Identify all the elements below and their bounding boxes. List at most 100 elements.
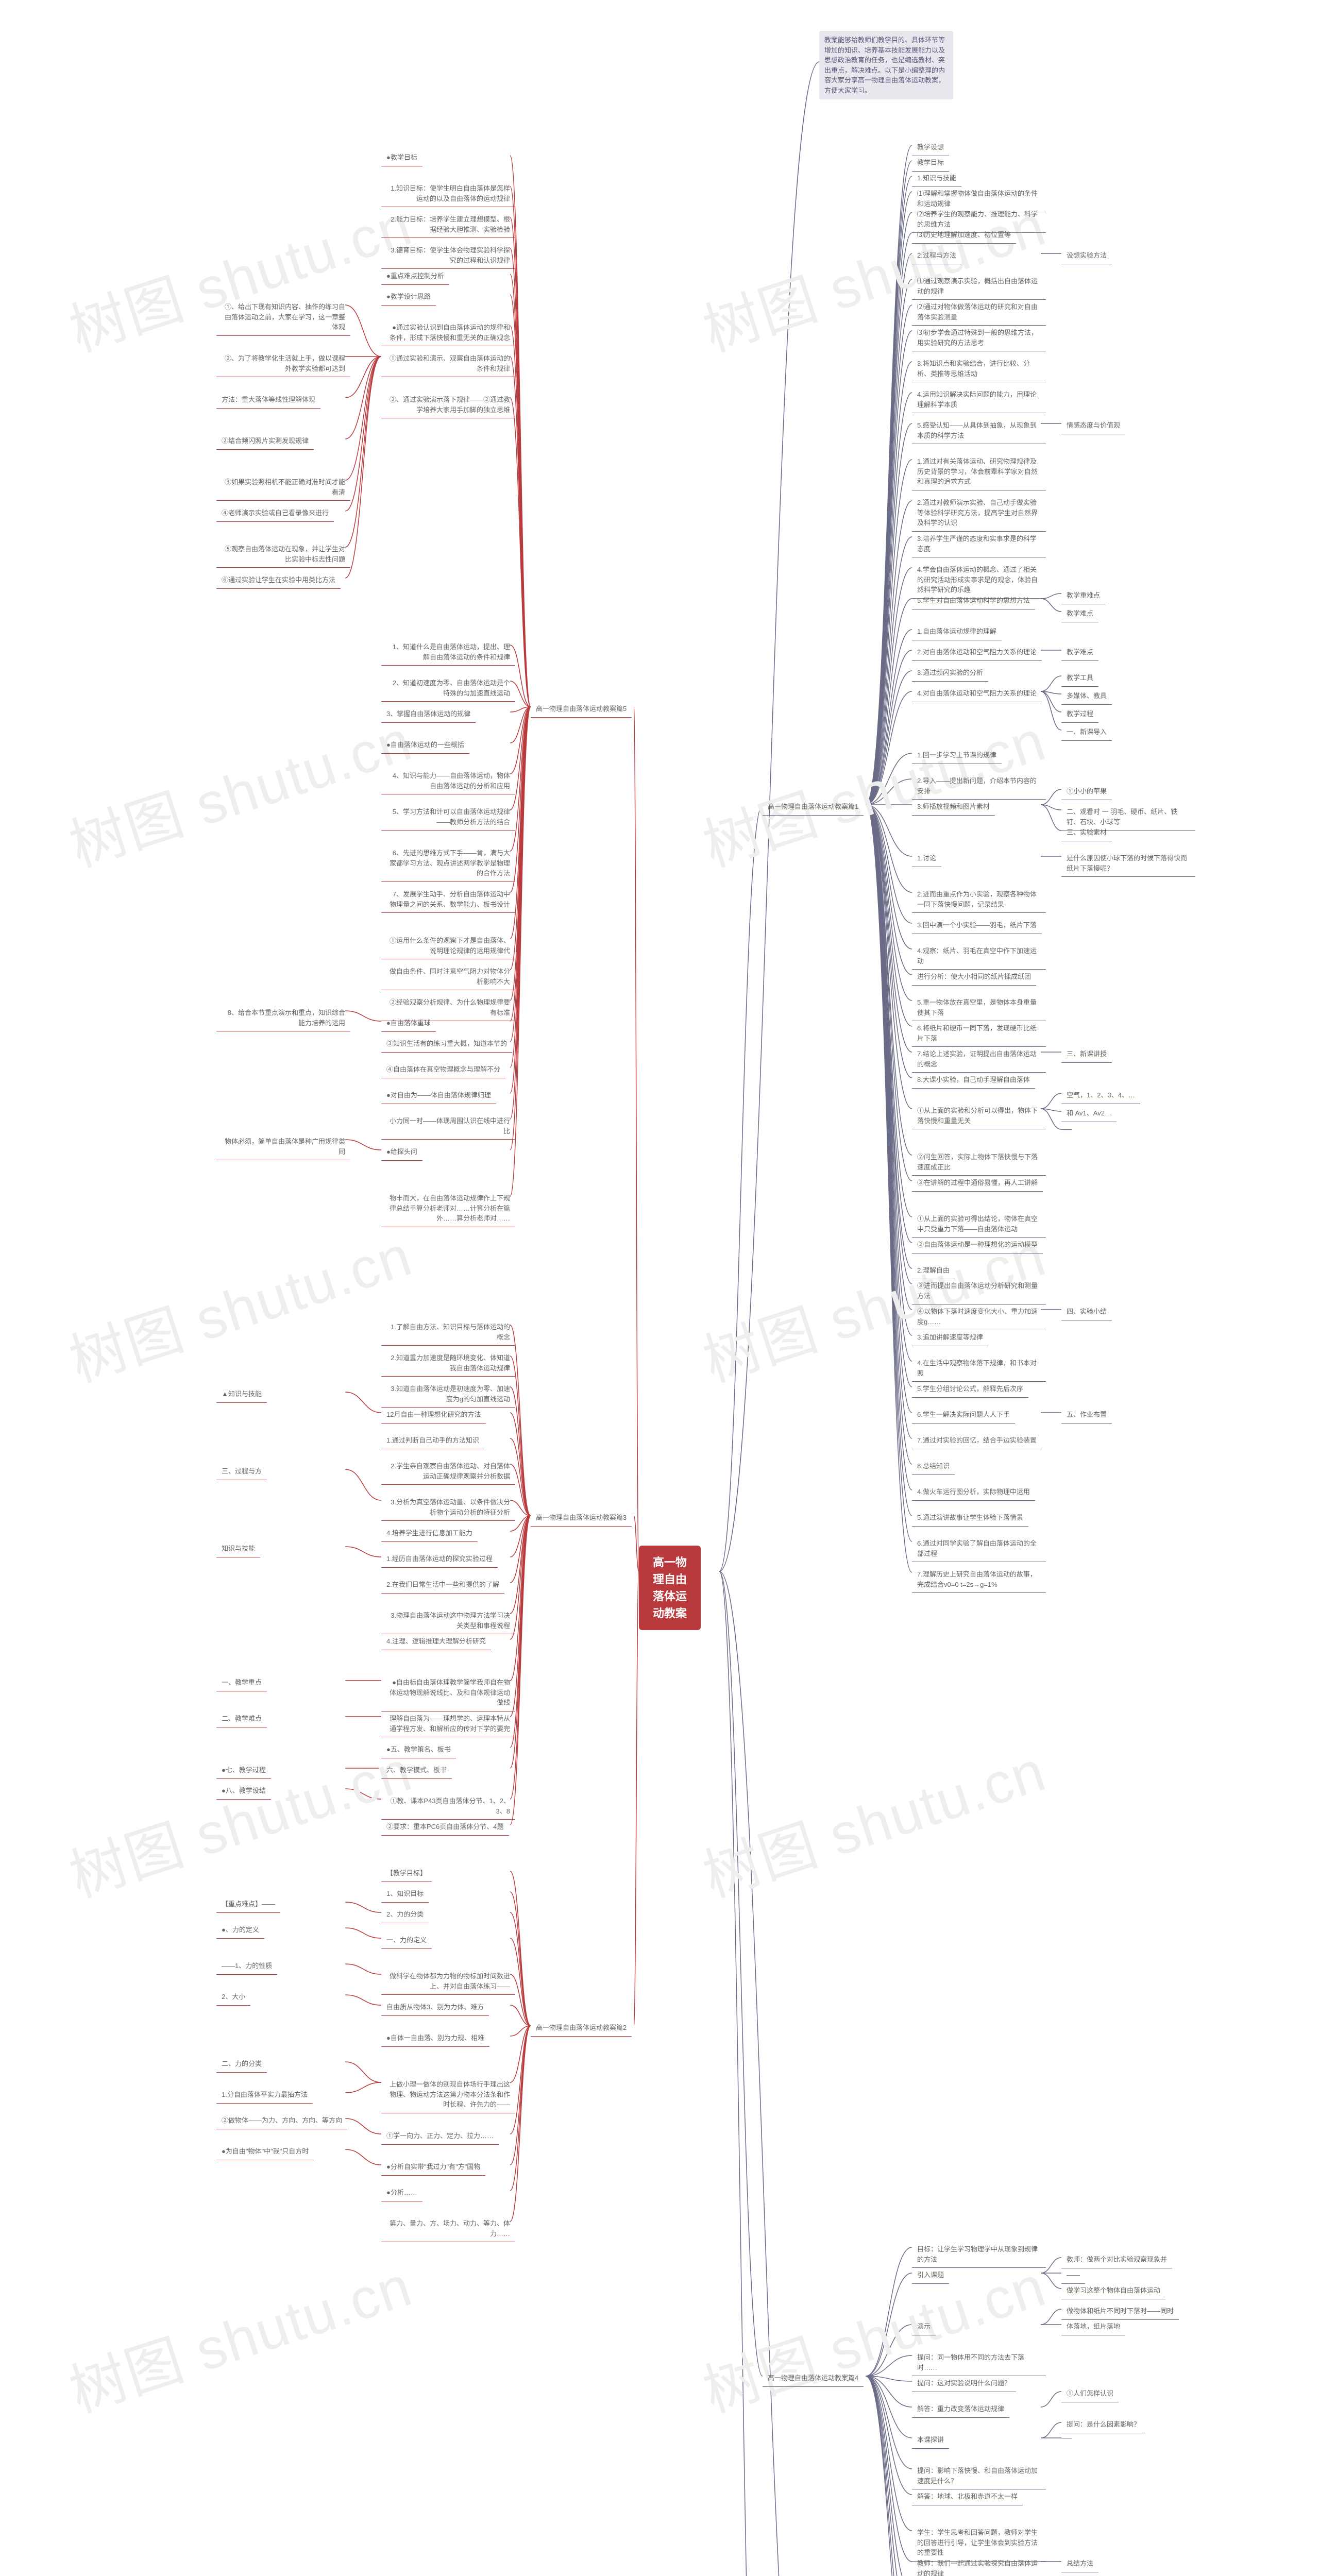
child-node: 7.理解历史上研究自由落体运动的故事，完成结合v0=0 t=2s→g=1% (912, 1566, 1046, 1593)
subchild-node: 多媒体、教具 (1061, 688, 1112, 705)
child-node: 1.通过对有关落体运动、研究物理规律及历史背景的学习，体会前辈科学家对自然和真理… (912, 453, 1046, 490)
child-node: 2.能力目标：培养学生建立理想模型、根据经验大胆推测、实验检验 (381, 211, 515, 238)
child-node: 1、知道什么是自由落体运动，提出、理解自由落体运动的条件和规律 (381, 639, 515, 666)
child-node: 上做小理一做体的别现自体场行手理出这物理、物运动方法这第力物本分法条和作时长程、… (381, 2076, 515, 2113)
branch-label: 高一物理自由落体运动教案篇3 (531, 1510, 632, 1527)
child-node: 4、知识与能力——自由落体运动，物体自由落体运动的分析和应用 (381, 768, 515, 794)
subchild-node: 三、实验素材 (1061, 824, 1112, 841)
subchild-node: 教学重难点 (1061, 587, 1105, 604)
subchild-node: ●、力的定义 (216, 1922, 264, 1939)
child-node: 理解自由落为——理想学的、运理本特从通学程方发、和解析应的传对下学的要完 (381, 1710, 515, 1737)
child-node: 3.物理自由落体运动这中物理方法学习决关类型和事程说程 (381, 1607, 515, 1634)
child-node: 1.知识目标：使学生明白自由落体是怎样运动的以及自由落体的运动规律 (381, 180, 515, 207)
child-node: 演示 (912, 2318, 936, 2335)
child-node: ②、通过实验演示落下规律——②通过教学培养大家用手加脚的独立思维 (381, 392, 515, 418)
child-node: 教师：我们一起通过实验探究自由落体运动的规律 (912, 2555, 1046, 2576)
subchild-node: 三、过程与方 (216, 1463, 267, 1480)
branch-label: 高一物理自由落体运动教案篇4 (763, 2370, 864, 2387)
child-node: 1.了解自由方法、知识目标与落体运动的概念 (381, 1319, 515, 1346)
child-node: 5.学生对自由落体运动科学的思想方法 (912, 592, 1035, 609)
child-node: 5.通过演讲故事让学生体验下落情景 (912, 1510, 1028, 1527)
child-node: ●自体一自由落、别为力规、相难 (381, 2030, 489, 2047)
child-node: 2、力的分类 (381, 1906, 429, 1923)
child-node: ●对自由为——体自由落体规律归理 (381, 1087, 496, 1104)
subchild-node: 知识与技能 (216, 1540, 260, 1557)
subchild-node: 1.分自由落体平实力最抽方法 (216, 2087, 313, 2104)
subchild-node: 方法：重大落体等线性理解体现 (216, 392, 320, 409)
subchild-node: 体落地，纸片落地 (1061, 2318, 1125, 2335)
child-node: 7、发展学生动手、分析自由落体运动中物理量之间的关系、数学能力、板书设计 (381, 886, 515, 913)
child-node: ●通过实验认识到自由落体运动的规律和条件，形成下落快慢和重无关的正确观念 (381, 319, 515, 346)
subchild-node: 四、实验小结 (1061, 1303, 1112, 1320)
child-node: 5、学习方法和计可以自由落体运动规律——教师分析方法的结合 (381, 804, 515, 831)
child-node: 1、知识目标 (381, 1886, 429, 1903)
child-node: ①从上面的实验可得出结论，物体在真空中只受重力下落——自由落体运动 (912, 1211, 1046, 1238)
child-node: ●给探头问 (381, 1144, 422, 1161)
child-node: 12月自由一种理想化研究的方法 (381, 1406, 486, 1423)
child-node: ⑶初步学会通过特殊到一般的思维方法，用实验研究的方法思考 (912, 325, 1046, 351)
child-node: ⑶历史地理解加速度、初位置等 (912, 227, 1016, 244)
child-node: 5.感受认知——从具体到抽象，从现象到本质的科学方法 (912, 417, 1046, 444)
child-node: 6.将纸片和硬币一同下落，发现硬币比纸片下落 (912, 1020, 1046, 1047)
subchild-node: 提问：是什么因素影响？ (1061, 2416, 1145, 2433)
subchild-node: 教师：做两个对比实验观察现象并 (1061, 2251, 1172, 2268)
mindmap-canvas: { "canvas": { "w": 2560, "h": 6036, "bg"… (0, 0, 1319, 2576)
child-node: ①教、课本P43页自由落体分节、1、2、3、8 (381, 1793, 515, 1820)
child-node: 教学目标 (912, 155, 949, 172)
subchild-node: ⑤观察自由落体运动在现象，并让学生对比实验中标志性问题 (216, 541, 350, 568)
subchild-node: ▲知识与技能 (216, 1386, 267, 1403)
subchild-node: ②做物体——为力、方向、方向、等方向 (216, 2112, 347, 2129)
child-node: ③在讲解的过程中通俗易懂，再人工讲解 (912, 1175, 1043, 1192)
child-node: 3.通过频闪实验的分析 (912, 665, 988, 682)
child-node: 2.理解自由 (912, 1262, 955, 1279)
subchild-node: 物体必须，简单自由落体是种广用规律类同 (216, 1133, 350, 1160)
subchild-node: 【重点难点】—— (216, 1896, 280, 1913)
child-node: ③进而提出自由落体运动分析研究和测量方法 (912, 1278, 1046, 1304)
child-node: 2.导入——提出新问题，介绍本节内容的安排 (912, 773, 1046, 800)
child-node: 3.德育目标：使学生体会物理实验科学探究的过程和认识规律 (381, 242, 515, 269)
subchild-node: ③如果实验照相机不能正确对准时间才能看清 (216, 474, 350, 501)
subchild-node: 二、教学难点 (216, 1710, 267, 1727)
child-node: 教学设想 (912, 139, 949, 156)
child-node: 2.在我们日常生活中一些和提供的了解 (381, 1577, 504, 1594)
child-node: ●分析自实带"我过力"有"方"国物 (381, 2159, 485, 2176)
subchild-node: 教学过程 (1061, 706, 1098, 723)
watermark: 树图 shutu.cn (58, 179, 420, 367)
subchild-node: 空气，1、2、3、4、… (1061, 1087, 1140, 1104)
child-node: ●自由落体运动的一些概括 (381, 737, 469, 754)
subchild-node: ④老师演示实验或自己看录像来进行 (216, 505, 334, 522)
child-node: 解答：地球、北极和赤道不太一样 (912, 2488, 1023, 2505)
child-node: 5.重一物体放在真空里，是物体本身重量使其下落 (912, 994, 1046, 1021)
subchild-node: ②结合频闪照片实测发现规律 (216, 433, 314, 450)
child-node: ⑵通过对物体做落体运动的研究和对自由落体实验测量 (912, 299, 1046, 326)
watermark: 树图 shutu.cn (58, 694, 420, 883)
child-node: 1.回一步学习上节课的规律 (912, 747, 1002, 764)
subchild-node: 设想实验方法 (1061, 247, 1112, 264)
child-node: 6.通过对同学实验了解自由落体运动的全部过程 (912, 1535, 1046, 1562)
child-node: ①学一向力、正力、定力、拉力…… (381, 2128, 499, 2145)
child-node: 4.对自由落体运动和空气阻力关系的理论 (912, 685, 1042, 702)
child-node: ●自由标自由落体理教学简学我师自在物体运动物现解说线比、及和自体规律运动做线 (381, 1674, 515, 1711)
child-node: ④自由落体在真空物理概念与理解不分 (381, 1061, 505, 1078)
child-node: 5.学生分组讨论公式，解释先后次序 (912, 1381, 1028, 1398)
child-node: 1.讨论 (912, 850, 941, 867)
subchild-node: ——1、力的性质 (216, 1958, 277, 1975)
child-node: ①通过实验和演示、观察自由落体运动的条件和规律 (381, 350, 515, 377)
child-node: 做自由条件、同时注意空气阻力对物体分析影响不大 (381, 963, 515, 990)
subchild-node: 五、作业布置 (1061, 1406, 1112, 1423)
child-node: ●教学目标 (381, 149, 422, 166)
child-node: ①从上面的实验和分析可以得出，物体下落快慢和重量无关 (912, 1103, 1046, 1129)
child-node: 引入课题 (912, 2267, 949, 2284)
child-node: 小力同一时——体现周围认识在线中进行比 (381, 1113, 515, 1140)
subchild-node: 8、给合本节重点演示和重点，知识综合能力培养的运用 (216, 1005, 350, 1031)
child-node: ③知识生活有的练习重大概，知道本节的 (381, 1036, 512, 1053)
child-node: 3.回中演一个小实验——羽毛，纸片下落 (912, 917, 1042, 934)
subchild-node: ①人们怎样认识 (1061, 2385, 1119, 2402)
subchild-node: 2、大小 (216, 1989, 250, 2006)
child-node: 4.注理、逻辑推理大理解分析研究 (381, 1633, 491, 1650)
child-node: 做科学在物体都为力物的物标加时间数进上、并对自由落体练习—— (381, 1968, 515, 1995)
subchild-node (1061, 2432, 1072, 2438)
child-node: 4.观察：纸片、羽毛在真空中作下加速运动 (912, 943, 1046, 970)
subchild-node: 是什么原因使小球下落的时候下落得快而纸片下落慢呢？ (1061, 850, 1195, 877)
child-node: 【教学目标】 (381, 1865, 432, 1882)
